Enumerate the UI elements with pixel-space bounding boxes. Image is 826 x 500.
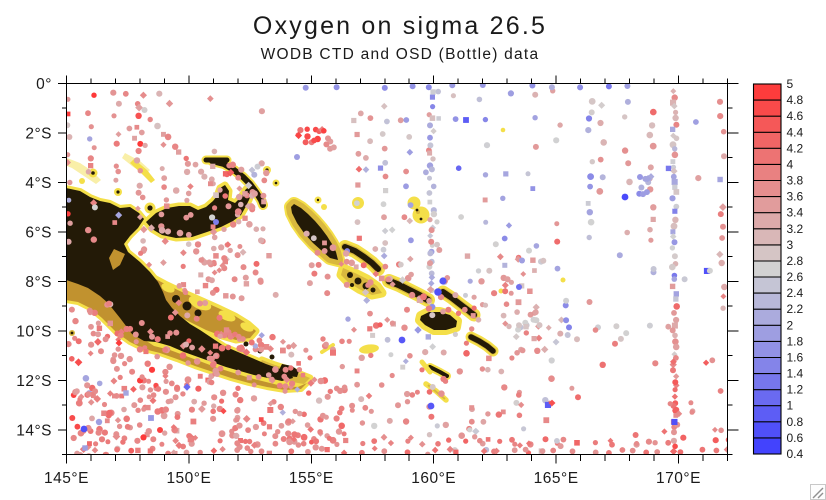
svg-text:0.4: 0.4 xyxy=(787,447,804,461)
svg-text:1.2: 1.2 xyxy=(787,383,804,397)
svg-text:12°S: 12°S xyxy=(16,373,52,390)
svg-text:2.8: 2.8 xyxy=(787,254,804,268)
svg-text:170°E: 170°E xyxy=(656,470,701,487)
svg-text:14°S: 14°S xyxy=(16,422,52,439)
svg-text:155°E: 155°E xyxy=(289,470,334,487)
svg-text:2: 2 xyxy=(787,318,794,332)
svg-text:2°S: 2°S xyxy=(25,126,52,143)
svg-text:145°E: 145°E xyxy=(44,470,89,487)
svg-text:1.4: 1.4 xyxy=(787,367,804,381)
svg-text:3.4: 3.4 xyxy=(787,206,804,220)
svg-text:3.6: 3.6 xyxy=(787,190,804,204)
svg-text:6°S: 6°S xyxy=(25,224,52,241)
svg-text:4°S: 4°S xyxy=(25,175,52,192)
svg-text:165°E: 165°E xyxy=(534,470,579,487)
svg-text:5: 5 xyxy=(787,77,794,91)
svg-text:4.2: 4.2 xyxy=(787,141,804,155)
svg-text:10°S: 10°S xyxy=(16,323,52,340)
svg-text:2.4: 2.4 xyxy=(787,286,804,300)
svg-text:2.2: 2.2 xyxy=(787,302,804,316)
svg-text:3.2: 3.2 xyxy=(787,222,804,236)
svg-text:0.6: 0.6 xyxy=(787,431,804,445)
svg-text:4.4: 4.4 xyxy=(787,125,804,139)
svg-text:8°S: 8°S xyxy=(25,274,52,291)
svg-text:150°E: 150°E xyxy=(166,470,211,487)
svg-text:1.6: 1.6 xyxy=(787,351,804,365)
svg-text:1: 1 xyxy=(787,399,794,413)
svg-text:4: 4 xyxy=(787,157,794,171)
svg-text:4.6: 4.6 xyxy=(787,109,804,123)
svg-text:160°E: 160°E xyxy=(411,470,456,487)
svg-text:0.8: 0.8 xyxy=(787,415,804,429)
svg-text:Oxygen on sigma 26.5: Oxygen on sigma 26.5 xyxy=(253,12,547,40)
svg-text:3.8: 3.8 xyxy=(787,174,804,188)
svg-text:3: 3 xyxy=(787,238,794,252)
svg-text:4.8: 4.8 xyxy=(787,93,804,107)
svg-text:0°: 0° xyxy=(36,76,52,93)
svg-text:2.6: 2.6 xyxy=(787,270,804,284)
svg-text:WODB CTD and OSD (Bottle) data: WODB CTD and OSD (Bottle) data xyxy=(261,46,540,63)
svg-text:1.8: 1.8 xyxy=(787,334,804,348)
